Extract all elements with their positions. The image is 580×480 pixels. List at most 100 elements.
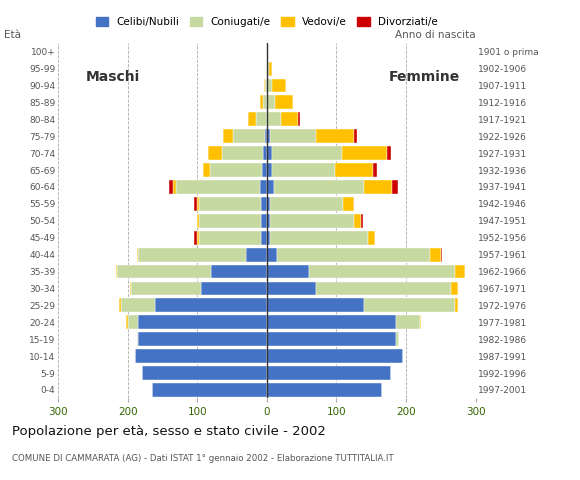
Bar [198, 214, 261, 228]
Bar [267, 96, 275, 109]
Bar [374, 163, 377, 177]
Bar [176, 180, 260, 194]
Bar [364, 299, 455, 312]
Bar [273, 163, 335, 177]
Bar [263, 96, 267, 109]
Bar [298, 112, 300, 126]
Bar [121, 299, 155, 312]
Text: Maschi: Maschi [86, 71, 140, 84]
Bar [281, 112, 298, 126]
Bar [420, 315, 421, 329]
Bar [267, 299, 364, 312]
Bar [335, 163, 374, 177]
Bar [387, 146, 391, 160]
Bar [263, 146, 267, 160]
Bar [270, 197, 343, 211]
Bar [266, 79, 267, 93]
Bar [142, 366, 267, 380]
Bar [194, 197, 197, 211]
Bar [267, 248, 277, 262]
Bar [270, 231, 368, 245]
Text: COMUNE DI CAMMARATA (AG) - Dati ISTAT 1° gennaio 2002 - Elaborazione TUTTITALIA.: COMUNE DI CAMMARATA (AG) - Dati ISTAT 1°… [12, 454, 393, 463]
Bar [267, 146, 273, 160]
Bar [137, 332, 138, 346]
Bar [273, 79, 287, 93]
Bar [117, 264, 211, 278]
Bar [343, 197, 354, 211]
Bar [267, 214, 270, 228]
Bar [130, 282, 131, 295]
Bar [455, 264, 465, 278]
Bar [361, 214, 363, 228]
Bar [275, 96, 292, 109]
Bar [203, 163, 210, 177]
Bar [396, 332, 399, 346]
Bar [233, 129, 264, 143]
Bar [309, 264, 455, 278]
Bar [169, 180, 173, 194]
Bar [260, 180, 267, 194]
Bar [137, 248, 138, 262]
Bar [264, 79, 266, 93]
Bar [316, 282, 451, 295]
Bar [128, 315, 138, 329]
Bar [273, 146, 342, 160]
Bar [269, 61, 273, 75]
Bar [261, 197, 267, 211]
Bar [267, 332, 396, 346]
Bar [198, 197, 261, 211]
Bar [364, 180, 392, 194]
Bar [277, 248, 430, 262]
Bar [354, 214, 361, 228]
Bar [210, 163, 262, 177]
Bar [267, 366, 391, 380]
Bar [441, 248, 442, 262]
Bar [267, 315, 396, 329]
Bar [248, 112, 256, 126]
Bar [267, 61, 269, 75]
Bar [256, 112, 267, 126]
Bar [152, 383, 267, 397]
Bar [135, 349, 267, 363]
Legend: Celibi/Nubili, Coniugati/e, Vedovi/e, Divorziati/e: Celibi/Nubili, Coniugati/e, Vedovi/e, Di… [92, 13, 442, 31]
Bar [197, 197, 198, 211]
Bar [194, 231, 197, 245]
Bar [198, 231, 261, 245]
Bar [246, 248, 267, 262]
Bar [267, 129, 270, 143]
Bar [267, 163, 273, 177]
Bar [270, 129, 316, 143]
Bar [267, 231, 270, 245]
Bar [138, 332, 267, 346]
Bar [267, 349, 403, 363]
Bar [267, 197, 270, 211]
Bar [368, 231, 375, 245]
Bar [119, 299, 121, 312]
Bar [267, 112, 281, 126]
Bar [211, 264, 267, 278]
Bar [222, 146, 263, 160]
Bar [354, 129, 357, 143]
Bar [261, 231, 267, 245]
Bar [173, 180, 176, 194]
Bar [261, 214, 267, 228]
Bar [155, 299, 267, 312]
Bar [208, 146, 222, 160]
Bar [396, 315, 420, 329]
Bar [267, 79, 273, 93]
Bar [197, 214, 198, 228]
Bar [270, 214, 354, 228]
Text: Anno di nascita: Anno di nascita [395, 30, 476, 40]
Bar [316, 129, 354, 143]
Bar [126, 315, 128, 329]
Bar [267, 264, 309, 278]
Text: Femmine: Femmine [389, 71, 460, 84]
Bar [223, 129, 233, 143]
Bar [430, 248, 441, 262]
Bar [451, 282, 458, 295]
Bar [267, 180, 274, 194]
Bar [131, 282, 201, 295]
Bar [260, 96, 263, 109]
Text: Età: Età [3, 30, 21, 40]
Bar [201, 282, 267, 295]
